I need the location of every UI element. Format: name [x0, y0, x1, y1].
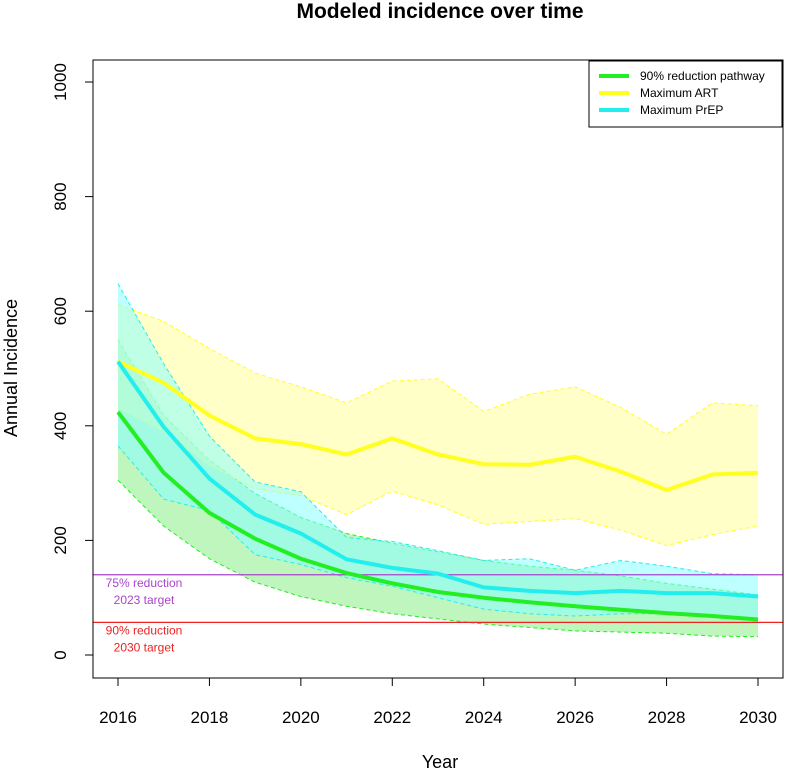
series-line-2 — [116, 360, 759, 599]
x-tick-label-0: 2016 — [99, 708, 137, 727]
reference-label-1-line2: 2030 target — [114, 640, 175, 654]
series-line-0 — [116, 410, 759, 622]
x-axis-label: Year — [422, 752, 458, 772]
band-lower-0 — [117, 479, 759, 638]
plot-frame — [92, 59, 784, 679]
band-upper-1 — [117, 303, 759, 435]
y-tick-label-4: 800 — [51, 182, 70, 210]
series-lines — [116, 359, 759, 622]
x-tick-label-5: 2026 — [556, 708, 594, 727]
y-tick-label-3: 600 — [51, 297, 70, 325]
reference-label-0-line2: 2023 target — [114, 593, 175, 607]
uncertainty-bands — [117, 283, 759, 638]
legend: 90% reduction pathway Maximum ART Maximum … — [588, 60, 783, 128]
y-tick-label-5: 1000 — [51, 63, 70, 101]
axes: 2016 2018 2020 2022 2024 2026 2028 2030 0 200 400 6… — [51, 63, 777, 727]
y-axis-label: Annual Incidence — [1, 299, 21, 437]
x-tick-label-2: 2020 — [282, 708, 320, 727]
band-lower-1 — [117, 408, 759, 547]
x-tick-label-1: 2018 — [191, 708, 229, 727]
x-tick-label-7: 2030 — [739, 708, 777, 727]
reference-label-1-line1: 90% reduction — [106, 623, 183, 637]
reference-label-0-line1: 75% reduction — [106, 576, 183, 590]
legend-label-0: 90% reduction pathway — [640, 69, 765, 83]
chart-title: Modeled incidence over time — [296, 0, 583, 23]
y-tick-label-0: 0 — [51, 650, 70, 659]
band-upper-2 — [117, 283, 759, 576]
legend-label-2: Maximum PrEP — [640, 103, 723, 117]
series-line-1 — [117, 359, 759, 492]
band-2 — [118, 283, 758, 620]
legend-label-1: Maximum ART — [640, 86, 719, 100]
x-tick-label-6: 2028 — [648, 708, 686, 727]
y-tick-label-2: 400 — [51, 412, 70, 440]
x-tick-label-3: 2022 — [373, 708, 411, 727]
x-tick-label-4: 2024 — [465, 708, 503, 727]
band-1 — [118, 304, 758, 546]
y-tick-label-1: 200 — [51, 526, 70, 554]
band-0 — [118, 339, 758, 637]
